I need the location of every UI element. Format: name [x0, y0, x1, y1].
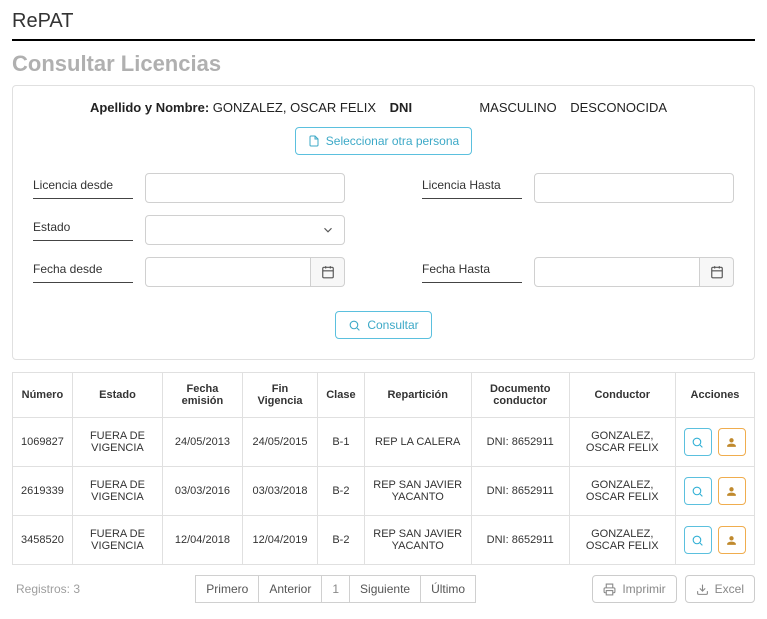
- licencia-desde-input[interactable]: [145, 173, 345, 203]
- person-gender: MASCULINO: [479, 100, 556, 115]
- table-cell: 24/05/2013: [163, 418, 243, 467]
- user-icon: [725, 485, 738, 498]
- col-acciones: Acciones: [675, 373, 754, 418]
- col-conductor: Conductor: [569, 373, 675, 418]
- pager-current[interactable]: 1: [321, 575, 350, 603]
- fecha-hasta-label: Fecha Hasta: [422, 262, 522, 283]
- table-cell: REP SAN JAVIER YACANTO: [364, 467, 471, 516]
- export-buttons: Imprimir Excel: [592, 575, 755, 603]
- footer-bar: Registros: 3 Primero Anterior 1 Siguient…: [12, 575, 755, 603]
- view-action-button[interactable]: [684, 477, 712, 505]
- table-cell: 12/04/2019: [242, 516, 317, 565]
- person-line: Apellido y Nombre: GONZALEZ, OSCAR FELIX…: [33, 100, 734, 115]
- table-cell: REP SAN JAVIER YACANTO: [364, 516, 471, 565]
- filters-grid: Licencia desde Licencia Hasta Estado Fec…: [33, 173, 734, 287]
- imprimir-label: Imprimir: [622, 582, 665, 596]
- table-cell: FUERA DE VIGENCIA: [72, 418, 162, 467]
- select-other-person-button[interactable]: Seleccionar otra persona: [295, 127, 472, 155]
- table-cell: GONZALEZ, OSCAR FELIX: [569, 467, 675, 516]
- user-icon: [725, 436, 738, 449]
- file-icon: [308, 135, 320, 147]
- page-title: Consultar Licencias: [12, 51, 755, 77]
- col-reparticion: Repartición: [364, 373, 471, 418]
- table-cell: 03/03/2018: [242, 467, 317, 516]
- user-action-button[interactable]: [718, 477, 746, 505]
- table-cell: 12/04/2018: [163, 516, 243, 565]
- person-name-label: Apellido y Nombre:: [90, 100, 209, 115]
- table-cell: REP LA CALERA: [364, 418, 471, 467]
- table-cell: 2619339: [13, 467, 73, 516]
- col-documento: Documento conductor: [471, 373, 569, 418]
- fecha-hasta-input[interactable]: [534, 257, 700, 287]
- actions-cell: [675, 467, 754, 516]
- page-root: RePAT Consultar Licencias Apellido y Nom…: [0, 0, 767, 619]
- filter-panel: Apellido y Nombre: GONZALEZ, OSCAR FELIX…: [12, 85, 755, 360]
- col-clase: Clase: [318, 373, 364, 418]
- fecha-desde-calendar-button[interactable]: [311, 257, 345, 287]
- table-cell: FUERA DE VIGENCIA: [72, 516, 162, 565]
- table-header-row: Número Estado Fecha emisión Fin Vigencia…: [13, 373, 755, 418]
- imprimir-button[interactable]: Imprimir: [592, 575, 676, 603]
- table-cell: DNI: 8652911: [471, 516, 569, 565]
- consultar-label: Consultar: [367, 318, 418, 332]
- licencia-desde-label: Licencia desde: [33, 178, 133, 199]
- search-icon: [691, 534, 704, 547]
- table-cell: B-2: [318, 467, 364, 516]
- actions-cell: [675, 418, 754, 467]
- col-estado: Estado: [72, 373, 162, 418]
- calendar-icon: [321, 265, 335, 279]
- user-action-button[interactable]: [718, 526, 746, 554]
- user-icon: [725, 534, 738, 547]
- table-cell: DNI: 8652911: [471, 418, 569, 467]
- person-dni-label: DNI: [390, 100, 412, 115]
- pager-anterior[interactable]: Anterior: [258, 575, 322, 603]
- pager: Primero Anterior 1 Siguiente Último: [196, 575, 476, 603]
- print-icon: [603, 583, 616, 596]
- search-icon: [348, 319, 361, 332]
- fecha-hasta-calendar-button[interactable]: [700, 257, 734, 287]
- table-cell: 03/03/2016: [163, 467, 243, 516]
- licencia-hasta-label: Licencia Hasta: [422, 178, 522, 199]
- licencia-hasta-input[interactable]: [534, 173, 734, 203]
- consultar-button[interactable]: Consultar: [335, 311, 431, 339]
- download-icon: [696, 583, 709, 596]
- results-table: Número Estado Fecha emisión Fin Vigencia…: [12, 372, 755, 565]
- fecha-desde-input[interactable]: [145, 257, 311, 287]
- fecha-desde-label: Fecha desde: [33, 262, 133, 283]
- select-other-person-label: Seleccionar otra persona: [326, 134, 459, 148]
- calendar-icon: [710, 265, 724, 279]
- table-cell: GONZALEZ, OSCAR FELIX: [569, 516, 675, 565]
- view-action-button[interactable]: [684, 428, 712, 456]
- pager-siguiente[interactable]: Siguiente: [349, 575, 421, 603]
- user-action-button[interactable]: [718, 428, 746, 456]
- table-cell: FUERA DE VIGENCIA: [72, 467, 162, 516]
- search-icon: [691, 436, 704, 449]
- col-numero: Número: [13, 373, 73, 418]
- table-cell: GONZALEZ, OSCAR FELIX: [569, 418, 675, 467]
- estado-select[interactable]: [145, 215, 345, 245]
- person-other: DESCONOCIDA: [570, 100, 667, 115]
- pager-primero[interactable]: Primero: [195, 575, 259, 603]
- table-row: 1069827FUERA DE VIGENCIA24/05/201324/05/…: [13, 418, 755, 467]
- view-action-button[interactable]: [684, 526, 712, 554]
- table-row: 2619339FUERA DE VIGENCIA03/03/201603/03/…: [13, 467, 755, 516]
- table-cell: 1069827: [13, 418, 73, 467]
- table-cell: B-2: [318, 516, 364, 565]
- excel-button[interactable]: Excel: [685, 575, 755, 603]
- actions-cell: [675, 516, 754, 565]
- app-title: RePAT: [12, 8, 755, 41]
- col-fin-vigencia: Fin Vigencia: [242, 373, 317, 418]
- table-cell: 24/05/2015: [242, 418, 317, 467]
- pager-ultimo[interactable]: Último: [420, 575, 476, 603]
- table-row: 3458520FUERA DE VIGENCIA12/04/201812/04/…: [13, 516, 755, 565]
- col-fecha-emision: Fecha emisión: [163, 373, 243, 418]
- table-cell: DNI: 8652911: [471, 467, 569, 516]
- table-cell: B-1: [318, 418, 364, 467]
- excel-label: Excel: [715, 582, 744, 596]
- table-cell: 3458520: [13, 516, 73, 565]
- person-name-value: GONZALEZ, OSCAR FELIX: [213, 100, 376, 115]
- estado-label: Estado: [33, 220, 133, 241]
- search-icon: [691, 485, 704, 498]
- registros-count: Registros: 3: [12, 582, 80, 596]
